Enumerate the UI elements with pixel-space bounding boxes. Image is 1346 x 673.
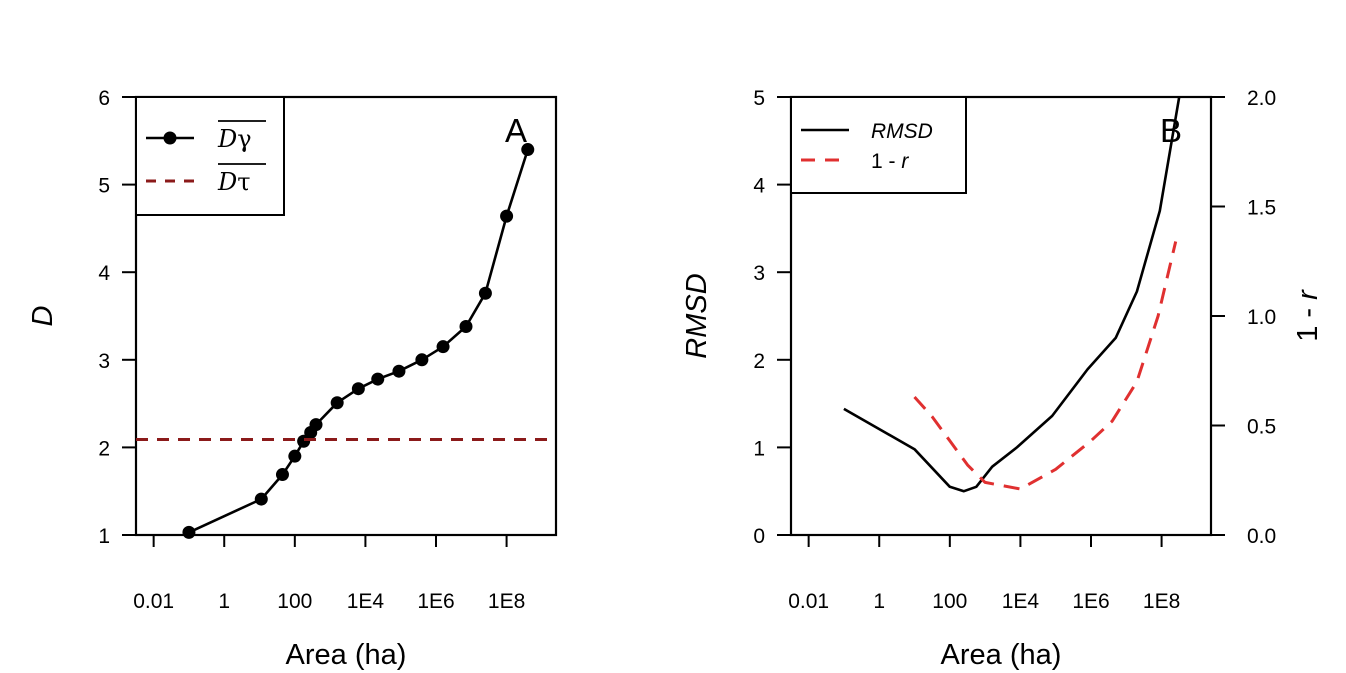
x-axis-title: Area (ha): [286, 639, 407, 671]
series-line-RMSD: [843, 97, 1181, 493]
x-tick-label: 0.01: [133, 590, 174, 613]
legend-label-text: RMSD: [871, 120, 933, 143]
x-tick-label: 1: [873, 590, 885, 613]
legend-label-var: r: [901, 150, 909, 173]
panel-B: 0.01 1 100 1E4 1E6 1E8 Area (ha) 0 1 2 3 4 5 RMSD 0.0 0…: [681, 87, 1324, 671]
data-point: [182, 525, 196, 539]
legend-label-letter: D: [217, 168, 237, 196]
x-tick-label: 1E6: [417, 590, 454, 613]
legend-label: Dγ: [217, 125, 252, 153]
y-tick-label: 2: [753, 350, 765, 373]
x-tick-label: 1E8: [488, 590, 525, 613]
y-tick-label: 1: [98, 525, 110, 548]
x-tick-label: 100: [277, 590, 312, 613]
data-point: [436, 340, 450, 354]
y-tick-label: 4: [753, 175, 765, 198]
y-right-axis-title: 1 - r: [1292, 289, 1324, 342]
data-point: [521, 143, 535, 157]
x-axis-title: Area (ha): [941, 639, 1062, 671]
data-point: [254, 492, 268, 506]
data-point: [459, 320, 473, 334]
legend-label-symbol: τ: [237, 168, 250, 196]
x-tick-label: 1E4: [1002, 590, 1040, 613]
data-point: [500, 209, 514, 223]
y-right-axis-title-prefix: 1 -: [1292, 300, 1324, 342]
x-tick-label: 1E8: [1143, 590, 1180, 613]
y-tick-label: 2: [98, 437, 110, 460]
data-point: [415, 353, 429, 367]
y-tick-label: 3: [753, 262, 765, 285]
legend-label: 1 - r: [871, 150, 909, 173]
legend-label: Dτ: [217, 168, 251, 196]
legend-marker: [163, 131, 177, 145]
x-tick-label: 100: [932, 590, 967, 613]
legend-label: RMSD: [871, 120, 933, 143]
data-point: [275, 468, 289, 482]
panel-label: A: [505, 112, 527, 149]
y-right-tick-label: 0.0: [1247, 525, 1276, 548]
y-right-tick-label: 1.0: [1247, 306, 1276, 329]
data-point: [330, 396, 344, 410]
y-tick-label: 5: [98, 175, 110, 198]
data-point: [478, 286, 492, 300]
panel-label: B: [1160, 112, 1182, 149]
x-tick-label: 0.01: [788, 590, 829, 613]
y-tick-label: 6: [98, 87, 110, 110]
legend-box: [790, 96, 967, 194]
y-tick-label: 4: [98, 262, 110, 285]
y-tick-label: 5: [753, 87, 765, 110]
y-right-axis-title-var: r: [1292, 289, 1324, 300]
data-point: [371, 372, 385, 386]
legend-label-symbol: γ: [237, 125, 251, 153]
data-point: [351, 382, 365, 396]
y-tick-label: 1: [753, 437, 765, 460]
y-tick-label: 0: [753, 525, 765, 548]
legend-box: [135, 96, 285, 216]
x-tick-label: 1E6: [1072, 590, 1109, 613]
data-point: [288, 449, 302, 463]
data-point: [392, 364, 406, 378]
y-right-tick-label: 0.5: [1247, 416, 1276, 439]
y-axis-title: D: [27, 305, 59, 326]
y-tick-label: 3: [98, 350, 110, 373]
series-line-1 - r: [913, 241, 1178, 491]
x-tick-label: 1E4: [347, 590, 385, 613]
y-right-tick-label: 1.5: [1247, 197, 1276, 220]
legend-label-letter: D: [217, 125, 237, 153]
x-tick-label: 1: [218, 590, 230, 613]
y-right-tick-label: 2.0: [1247, 87, 1276, 110]
y-axis-title: RMSD: [681, 273, 713, 358]
legend-label-prefix: 1 -: [871, 150, 901, 173]
legend: RMSD 1 - r: [790, 96, 967, 194]
data-point: [309, 418, 323, 432]
